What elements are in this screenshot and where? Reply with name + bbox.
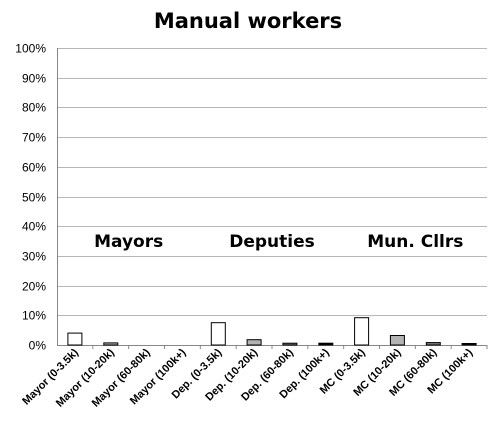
x-axis-ticks: Mayor (0-3.5k)Mayor (10-20k)Mayor (60-80… [20, 345, 488, 410]
y-tick-label: 40% [22, 220, 46, 234]
y-tick-label: 90% [22, 72, 46, 86]
y-tick-label: 50% [22, 191, 46, 205]
y-tick-label: 0% [29, 339, 47, 353]
bar [67, 332, 83, 346]
bar [282, 342, 298, 346]
group-label: Deputies [229, 232, 315, 252]
y-tick-label: 100% [15, 42, 46, 56]
y-axis-ticks: 0% 10% 20% 30% 40% 50% 60% 70% 80% 90% 100% [15, 42, 46, 353]
bar [318, 342, 334, 346]
bar [461, 343, 477, 346]
bar [210, 322, 226, 346]
group-label: Mun. Cllrs [367, 232, 463, 252]
bar [354, 317, 370, 346]
group-labels: Mayors Deputies Mun. Cllrs [94, 232, 463, 252]
bar [246, 339, 262, 346]
bar [425, 342, 441, 346]
y-tick-label: 80% [22, 101, 46, 115]
y-tick-label: 10% [22, 309, 46, 323]
y-tick-label: 30% [22, 250, 46, 264]
y-tick-label: 70% [22, 131, 46, 145]
group-label: Mayors [94, 232, 163, 252]
chart-title: Manual workers [154, 9, 342, 33]
y-tick-label: 60% [22, 161, 46, 175]
bar [103, 342, 119, 346]
y-tick-label: 20% [22, 280, 46, 294]
bar [389, 335, 405, 346]
gridlines [57, 48, 487, 346]
bars [67, 317, 477, 346]
